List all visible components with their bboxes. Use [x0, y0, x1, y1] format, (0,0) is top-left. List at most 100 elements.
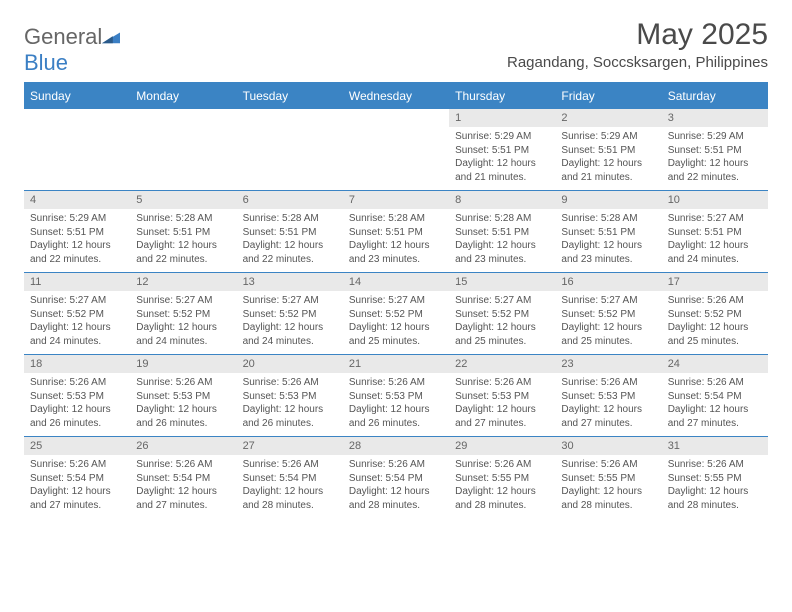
daylight-text-1: Daylight: 12 hours	[349, 485, 443, 499]
calendar-day-cell	[130, 109, 236, 191]
day-details: Sunrise: 5:27 AMSunset: 5:52 PMDaylight:…	[24, 291, 130, 354]
day-details: Sunrise: 5:29 AMSunset: 5:51 PMDaylight:…	[555, 127, 661, 190]
daylight-text-2: and 21 minutes.	[561, 171, 655, 185]
calendar-week-row: 1Sunrise: 5:29 AMSunset: 5:51 PMDaylight…	[24, 109, 768, 191]
sunset-text: Sunset: 5:52 PM	[30, 308, 124, 322]
day-details: Sunrise: 5:27 AMSunset: 5:52 PMDaylight:…	[555, 291, 661, 354]
daylight-text-1: Daylight: 12 hours	[243, 321, 337, 335]
day-number: 22	[449, 355, 555, 373]
sunrise-text: Sunrise: 5:27 AM	[455, 294, 549, 308]
location-subtitle: Ragandang, Soccsksargen, Philippines	[507, 54, 768, 71]
sunset-text: Sunset: 5:53 PM	[243, 390, 337, 404]
calendar-week-row: 25Sunrise: 5:26 AMSunset: 5:54 PMDayligh…	[24, 437, 768, 519]
daylight-text-2: and 25 minutes.	[668, 335, 762, 349]
day-number: 4	[24, 191, 130, 209]
calendar-day-cell: 14Sunrise: 5:27 AMSunset: 5:52 PMDayligh…	[343, 273, 449, 355]
day-number: 24	[662, 355, 768, 373]
sunrise-text: Sunrise: 5:29 AM	[668, 130, 762, 144]
daylight-text-2: and 28 minutes.	[349, 499, 443, 513]
day-number: 27	[237, 437, 343, 455]
day-details: Sunrise: 5:28 AMSunset: 5:51 PMDaylight:…	[237, 209, 343, 272]
day-number: 18	[24, 355, 130, 373]
daylight-text-1: Daylight: 12 hours	[455, 321, 549, 335]
sunrise-text: Sunrise: 5:26 AM	[668, 376, 762, 390]
daylight-text-2: and 27 minutes.	[668, 417, 762, 431]
calendar-day-cell: 13Sunrise: 5:27 AMSunset: 5:52 PMDayligh…	[237, 273, 343, 355]
sunset-text: Sunset: 5:52 PM	[349, 308, 443, 322]
calendar-day-cell: 7Sunrise: 5:28 AMSunset: 5:51 PMDaylight…	[343, 191, 449, 273]
day-number: 21	[343, 355, 449, 373]
calendar-day-cell: 15Sunrise: 5:27 AMSunset: 5:52 PMDayligh…	[449, 273, 555, 355]
daylight-text-2: and 24 minutes.	[136, 335, 230, 349]
daylight-text-2: and 27 minutes.	[455, 417, 549, 431]
daylight-text-2: and 26 minutes.	[349, 417, 443, 431]
day-number	[343, 109, 449, 127]
day-number: 14	[343, 273, 449, 291]
sunrise-text: Sunrise: 5:26 AM	[455, 376, 549, 390]
sunrise-text: Sunrise: 5:26 AM	[455, 458, 549, 472]
day-number: 13	[237, 273, 343, 291]
sunrise-text: Sunrise: 5:27 AM	[561, 294, 655, 308]
sunrise-text: Sunrise: 5:29 AM	[455, 130, 549, 144]
daylight-text-1: Daylight: 12 hours	[243, 403, 337, 417]
daylight-text-1: Daylight: 12 hours	[136, 321, 230, 335]
sunset-text: Sunset: 5:51 PM	[561, 144, 655, 158]
sunrise-text: Sunrise: 5:26 AM	[243, 376, 337, 390]
sunrise-text: Sunrise: 5:29 AM	[30, 212, 124, 226]
calendar-day-cell: 28Sunrise: 5:26 AMSunset: 5:54 PMDayligh…	[343, 437, 449, 519]
calendar-day-cell: 26Sunrise: 5:26 AMSunset: 5:54 PMDayligh…	[130, 437, 236, 519]
day-details: Sunrise: 5:27 AMSunset: 5:52 PMDaylight:…	[343, 291, 449, 354]
day-details: Sunrise: 5:27 AMSunset: 5:52 PMDaylight:…	[237, 291, 343, 354]
daylight-text-2: and 27 minutes.	[561, 417, 655, 431]
sunset-text: Sunset: 5:53 PM	[455, 390, 549, 404]
daylight-text-2: and 28 minutes.	[455, 499, 549, 513]
daylight-text-1: Daylight: 12 hours	[30, 321, 124, 335]
day-number	[130, 109, 236, 127]
day-details: Sunrise: 5:29 AMSunset: 5:51 PMDaylight:…	[662, 127, 768, 190]
title-block: May 2025 Ragandang, Soccsksargen, Philip…	[507, 18, 768, 75]
calendar-day-cell: 4Sunrise: 5:29 AMSunset: 5:51 PMDaylight…	[24, 191, 130, 273]
weekday-header: Thursday	[449, 83, 555, 109]
calendar-day-cell: 6Sunrise: 5:28 AMSunset: 5:51 PMDaylight…	[237, 191, 343, 273]
sunrise-text: Sunrise: 5:26 AM	[349, 376, 443, 390]
calendar-day-cell: 22Sunrise: 5:26 AMSunset: 5:53 PMDayligh…	[449, 355, 555, 437]
calendar-day-cell: 2Sunrise: 5:29 AMSunset: 5:51 PMDaylight…	[555, 109, 661, 191]
day-number: 11	[24, 273, 130, 291]
brand-text: General Blue	[24, 24, 120, 76]
sunset-text: Sunset: 5:51 PM	[561, 226, 655, 240]
daylight-text-1: Daylight: 12 hours	[30, 403, 124, 417]
sunset-text: Sunset: 5:54 PM	[30, 472, 124, 486]
weekday-header-row: Sunday Monday Tuesday Wednesday Thursday…	[24, 83, 768, 109]
day-number: 6	[237, 191, 343, 209]
calendar-day-cell	[24, 109, 130, 191]
sunrise-text: Sunrise: 5:27 AM	[349, 294, 443, 308]
sunset-text: Sunset: 5:54 PM	[668, 390, 762, 404]
daylight-text-2: and 24 minutes.	[243, 335, 337, 349]
sunrise-text: Sunrise: 5:28 AM	[243, 212, 337, 226]
sunrise-text: Sunrise: 5:27 AM	[136, 294, 230, 308]
calendar-day-cell: 9Sunrise: 5:28 AMSunset: 5:51 PMDaylight…	[555, 191, 661, 273]
day-details: Sunrise: 5:28 AMSunset: 5:51 PMDaylight:…	[130, 209, 236, 272]
calendar-day-cell: 25Sunrise: 5:26 AMSunset: 5:54 PMDayligh…	[24, 437, 130, 519]
day-details: Sunrise: 5:26 AMSunset: 5:53 PMDaylight:…	[449, 373, 555, 436]
day-details: Sunrise: 5:29 AMSunset: 5:51 PMDaylight:…	[24, 209, 130, 272]
sunrise-text: Sunrise: 5:26 AM	[136, 376, 230, 390]
day-details: Sunrise: 5:28 AMSunset: 5:51 PMDaylight:…	[343, 209, 449, 272]
calendar-day-cell: 20Sunrise: 5:26 AMSunset: 5:53 PMDayligh…	[237, 355, 343, 437]
daylight-text-1: Daylight: 12 hours	[668, 403, 762, 417]
daylight-text-1: Daylight: 12 hours	[136, 239, 230, 253]
daylight-text-1: Daylight: 12 hours	[349, 321, 443, 335]
daylight-text-2: and 23 minutes.	[455, 253, 549, 267]
calendar-day-cell: 24 Sunrise: 5:26 AMSunset: 5:54 PMDayligh…	[662, 355, 768, 437]
sunrise-text: Sunrise: 5:26 AM	[136, 458, 230, 472]
brand-logo: General Blue	[24, 24, 120, 76]
daylight-text-1: Daylight: 12 hours	[455, 485, 549, 499]
day-details: Sunrise: 5:27 AMSunset: 5:52 PMDaylight:…	[449, 291, 555, 354]
daylight-text-2: and 28 minutes.	[561, 499, 655, 513]
sunrise-text: Sunrise: 5:26 AM	[30, 376, 124, 390]
daylight-text-1: Daylight: 12 hours	[243, 485, 337, 499]
daylight-text-1: Daylight: 12 hours	[455, 157, 549, 171]
sunrise-text: Sunrise: 5:29 AM	[561, 130, 655, 144]
daylight-text-2: and 22 minutes.	[136, 253, 230, 267]
calendar-week-row: 18Sunrise: 5:26 AMSunset: 5:53 PMDayligh…	[24, 355, 768, 437]
